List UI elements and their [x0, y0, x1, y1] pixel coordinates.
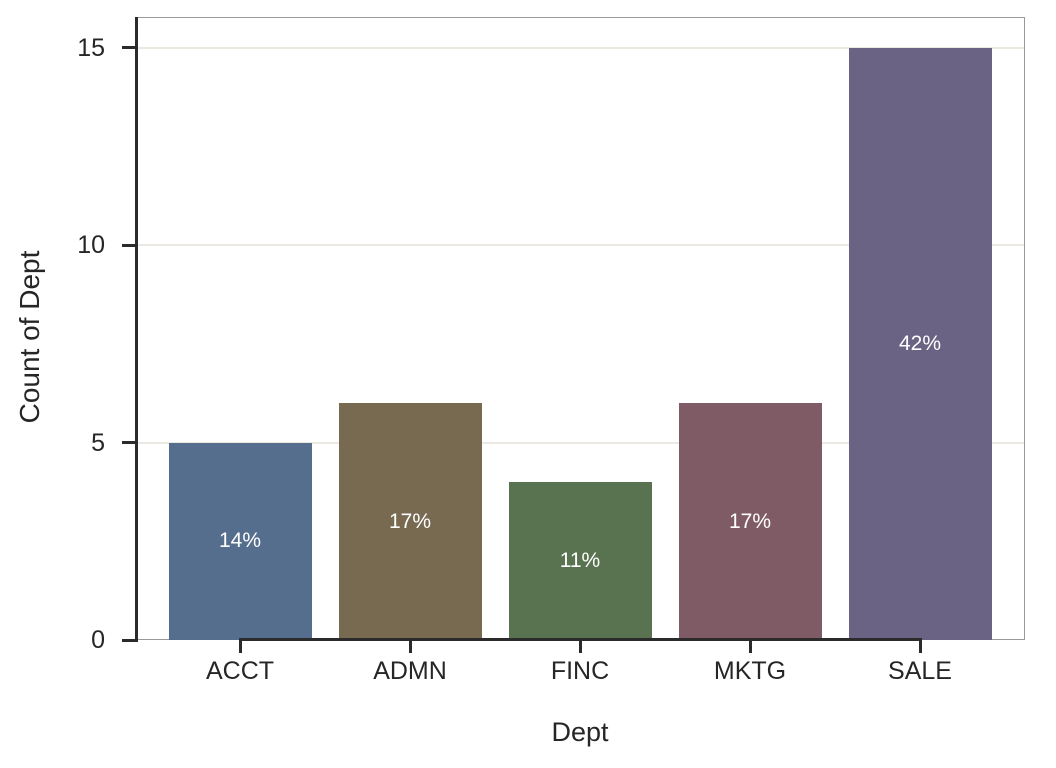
x-tick-label-acct: ACCT [205, 657, 275, 685]
x-tick-admn [408, 640, 412, 653]
x-tick-finc [578, 640, 582, 653]
x-axis-spine [238, 638, 922, 641]
bar-acct [168, 442, 312, 640]
x-tick-acct [238, 640, 242, 653]
x-tick-label-mktg: MKTG [713, 657, 787, 685]
bar-label-finc: 11% [559, 549, 601, 573]
x-tick-sale [918, 640, 922, 653]
x-tick-label-sale: SALE [888, 657, 952, 685]
y-tick-10 [122, 243, 138, 247]
gridline-y-15 [136, 46, 1024, 49]
x-tick-label-finc: FINC [550, 657, 610, 685]
bar-mktg [678, 403, 822, 640]
y-axis-spine [135, 17, 138, 640]
bar-label-sale: 42% [898, 331, 942, 355]
bar-sale [848, 47, 992, 640]
y-tick-label-10: 10 [77, 231, 105, 260]
bar-finc [508, 482, 652, 640]
gridline-y-10 [136, 244, 1024, 247]
bar-label-acct: 14% [218, 529, 262, 553]
y-axis-title: Count of Dept [14, 250, 45, 424]
bar-label-mktg: 17% [728, 509, 772, 533]
y-tick-5 [122, 441, 138, 445]
x-tick-label-admn: ADMN [373, 657, 447, 685]
bar-label-admn: 17% [388, 509, 432, 533]
y-tick-label-0: 0 [91, 626, 105, 654]
gridline-y-5 [136, 441, 1024, 444]
bar-admn [338, 403, 482, 640]
y-tick-label-5: 5 [91, 428, 105, 457]
y-tick-15 [122, 46, 138, 50]
x-tick-mktg [748, 640, 752, 653]
y-tick-0 [122, 638, 138, 642]
x-axis-title: Dept [551, 717, 609, 747]
y-tick-label-15: 15 [77, 33, 105, 62]
